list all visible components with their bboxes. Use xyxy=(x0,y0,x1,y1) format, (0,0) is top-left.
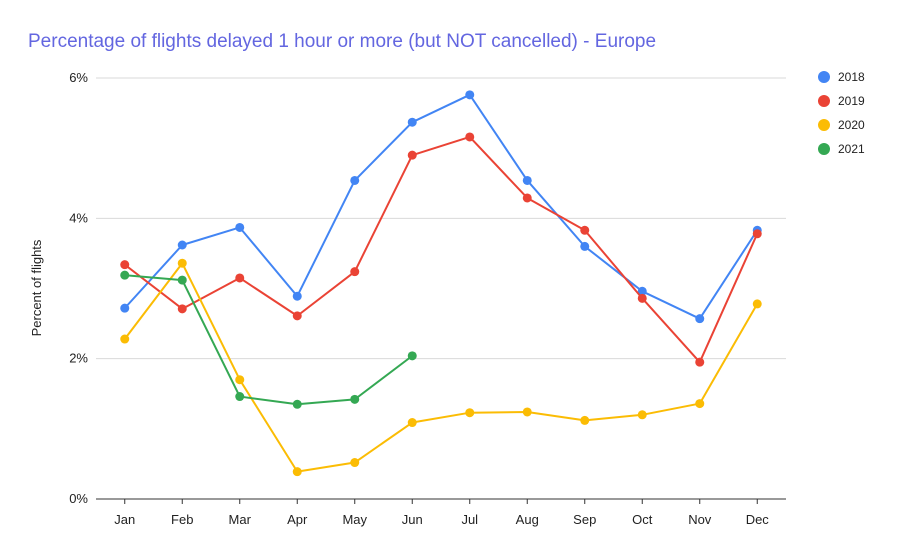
x-tick-label: Aug xyxy=(516,512,539,527)
data-point xyxy=(580,241,590,251)
data-point xyxy=(465,90,475,100)
legend-swatch xyxy=(818,119,830,131)
chart-title: Percentage of flights delayed 1 hour or … xyxy=(28,31,656,52)
data-point xyxy=(637,286,647,296)
data-point xyxy=(177,304,187,314)
x-tick-label: Dec xyxy=(746,512,770,527)
x-tick-label: Jul xyxy=(461,512,478,527)
data-point xyxy=(407,117,417,127)
legend-item: 2019 xyxy=(818,94,865,108)
x-tick-label: Oct xyxy=(632,512,653,527)
data-point xyxy=(407,351,417,361)
gridlines xyxy=(96,77,786,500)
x-tick-label: Jan xyxy=(114,512,135,527)
legend-item: 2021 xyxy=(818,142,865,156)
legend-label: 2021 xyxy=(838,142,865,156)
legend-label: 2019 xyxy=(838,94,865,108)
series-2020 xyxy=(120,258,762,477)
series-2018 xyxy=(120,90,762,324)
data-point xyxy=(752,299,762,309)
y-tick-label: 0% xyxy=(69,491,88,506)
x-axis-ticks: Jan Feb Mar Apr May Jun Jul Aug Sep Oct Nov Dec xyxy=(114,499,769,527)
data-point xyxy=(120,303,130,313)
data-point xyxy=(695,357,705,367)
x-tick-label: Feb xyxy=(171,512,193,527)
data-point xyxy=(350,394,360,404)
data-point xyxy=(522,407,532,417)
data-point xyxy=(695,399,705,409)
series-line xyxy=(124,93,759,320)
series-line xyxy=(123,262,759,473)
x-tick-label: Mar xyxy=(229,512,252,527)
y-tick-label: 2% xyxy=(69,351,88,366)
data-point xyxy=(580,415,590,425)
legend-label: 2020 xyxy=(838,118,865,132)
data-point xyxy=(522,175,532,185)
data-point xyxy=(292,467,302,477)
data-point xyxy=(120,270,130,280)
y-tick-label: 6% xyxy=(69,70,88,85)
data-point xyxy=(292,399,302,409)
x-tick-label: Nov xyxy=(688,512,712,527)
data-point xyxy=(120,334,130,344)
data-point xyxy=(752,229,762,239)
data-point xyxy=(235,222,245,232)
data-point xyxy=(350,458,360,468)
x-tick-label: Sep xyxy=(573,512,596,527)
data-point xyxy=(465,408,475,418)
legend-item: 2018 xyxy=(818,70,865,84)
data-point xyxy=(235,375,245,385)
x-tick-label: Apr xyxy=(287,512,308,527)
data-point xyxy=(637,293,647,303)
x-tick-label: Jun xyxy=(402,512,423,527)
data-point xyxy=(177,275,187,285)
y-tick-label: 4% xyxy=(69,210,88,225)
x-tick-label: May xyxy=(342,512,367,527)
data-point xyxy=(580,225,590,235)
data-point xyxy=(350,267,360,277)
data-point xyxy=(292,311,302,321)
data-point xyxy=(465,132,475,142)
legend-swatch xyxy=(818,95,830,107)
data-point xyxy=(120,260,130,270)
data-point xyxy=(407,418,417,428)
series-line xyxy=(124,274,413,406)
data-point xyxy=(522,193,532,203)
series-lines xyxy=(120,90,762,477)
series-line xyxy=(124,135,759,364)
data-point xyxy=(235,273,245,283)
y-axis-ticks: 0% 2% 4% 6% xyxy=(69,70,88,506)
data-point xyxy=(235,392,245,402)
data-point xyxy=(177,258,187,268)
data-point xyxy=(695,314,705,324)
data-point xyxy=(637,410,647,420)
legend: 2018 2019 2020 2021 xyxy=(818,70,865,156)
series-2019 xyxy=(120,132,762,367)
legend-swatch xyxy=(818,143,830,155)
y-axis-label: Percent of flights xyxy=(29,239,44,336)
series-2021 xyxy=(120,270,417,409)
legend-swatch xyxy=(818,71,830,83)
data-point xyxy=(177,240,187,250)
legend-label: 2018 xyxy=(838,70,865,84)
data-point xyxy=(407,150,417,160)
data-point xyxy=(292,291,302,301)
data-point xyxy=(350,175,360,185)
legend-item: 2020 xyxy=(818,118,865,132)
